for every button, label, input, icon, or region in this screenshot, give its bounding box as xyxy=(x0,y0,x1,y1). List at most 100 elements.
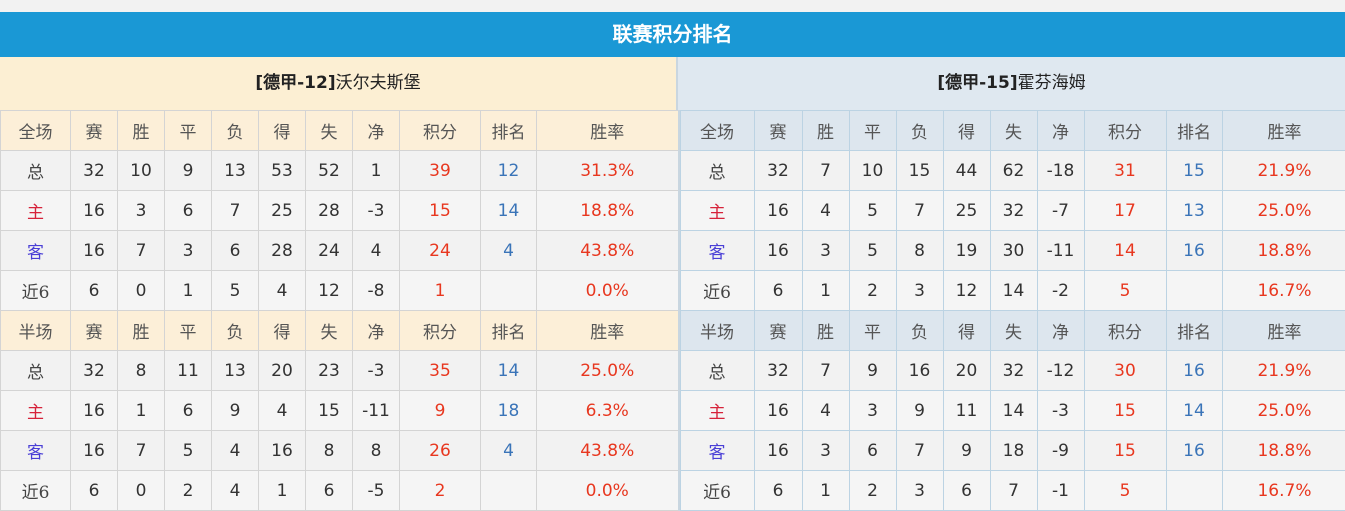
label-cell: 近6 xyxy=(679,270,755,311)
table-row: 近6 6 0 2 4 1 6 -5 2 0.0% xyxy=(0,470,679,511)
goals-against-cell: 15 xyxy=(305,390,353,431)
panel-title: 联赛积分排名 xyxy=(0,12,1345,57)
rank-cell xyxy=(1165,470,1223,511)
column-header-played: 赛 xyxy=(70,310,118,351)
goals-against-cell: 24 xyxy=(305,230,353,271)
lost-cell: 9 xyxy=(895,390,944,431)
goal-diff-cell: 8 xyxy=(352,430,400,471)
column-header-goals-for: 得 xyxy=(942,110,991,151)
label-cell: 主 xyxy=(0,390,71,431)
drawn-cell: 3 xyxy=(164,230,212,271)
column-header-goals-for: 得 xyxy=(258,110,306,151)
column-header-points: 积分 xyxy=(399,310,481,351)
won-cell: 1 xyxy=(117,390,165,431)
goal-diff-cell: -2 xyxy=(1036,270,1085,311)
win-rate-cell: 43.8% xyxy=(536,430,679,471)
section-label: 半场 xyxy=(679,310,755,351)
label-cell: 总 xyxy=(679,150,755,191)
points-cell: 5 xyxy=(1083,270,1167,311)
goals-against-cell: 32 xyxy=(989,190,1038,231)
right-team-tag: [德甲-15] xyxy=(937,73,1018,93)
drawn-cell: 9 xyxy=(164,150,212,191)
won-cell: 7 xyxy=(117,230,165,271)
lost-cell: 7 xyxy=(895,430,944,471)
table-row: 客 16 7 5 4 16 8 8 26 4 43.8% xyxy=(0,430,679,471)
points-cell: 15 xyxy=(399,190,481,231)
table-row: 近6 6 1 2 3 6 7 -1 5 16.7% xyxy=(679,470,1345,511)
drawn-cell: 3 xyxy=(848,390,897,431)
column-header-won: 胜 xyxy=(117,310,165,351)
column-header-rank: 排名 xyxy=(1165,110,1223,151)
win-rate-cell: 21.9% xyxy=(1221,150,1345,191)
column-header-rank: 排名 xyxy=(480,110,537,151)
half-header-row: 半场赛胜平负得失净积分 排名 胜率 xyxy=(0,310,679,351)
won-cell: 7 xyxy=(117,430,165,471)
rank-cell: 18 xyxy=(480,390,537,431)
column-header-won: 胜 xyxy=(117,110,165,151)
played-cell: 16 xyxy=(753,230,803,271)
column-header-goals-against: 失 xyxy=(989,110,1038,151)
lost-cell: 6 xyxy=(211,230,259,271)
column-header-points: 积分 xyxy=(1083,310,1167,351)
lost-cell: 15 xyxy=(895,150,944,191)
rank-cell: 14 xyxy=(480,190,537,231)
label-cell: 近6 xyxy=(0,270,71,311)
full-header-row: 全场赛胜平负得失净积分 排名 胜率 xyxy=(0,110,679,151)
goals-for-cell: 1 xyxy=(258,470,306,511)
column-header-win-rate: 胜率 xyxy=(1221,110,1345,151)
left-team-header: [德甲-12]沃尔夫斯堡 xyxy=(0,57,678,110)
points-cell: 1 xyxy=(399,270,481,311)
rank-cell xyxy=(1165,270,1223,311)
column-header-lost: 负 xyxy=(895,310,944,351)
column-header-won: 胜 xyxy=(801,310,850,351)
lost-cell: 5 xyxy=(211,270,259,311)
label-cell: 主 xyxy=(0,190,71,231)
drawn-cell: 6 xyxy=(164,390,212,431)
drawn-cell: 1 xyxy=(164,270,212,311)
section-label: 全场 xyxy=(679,110,755,151)
played-cell: 16 xyxy=(753,430,803,471)
label-cell: 主 xyxy=(679,190,755,231)
lost-cell: 7 xyxy=(211,190,259,231)
goals-for-cell: 16 xyxy=(258,430,306,471)
drawn-cell: 6 xyxy=(164,190,212,231)
goals-for-cell: 4 xyxy=(258,390,306,431)
column-header-played: 赛 xyxy=(753,110,803,151)
goals-for-cell: 11 xyxy=(942,390,991,431)
lost-cell: 7 xyxy=(895,190,944,231)
drawn-cell: 2 xyxy=(164,470,212,511)
column-header-drawn: 平 xyxy=(848,110,897,151)
won-cell: 0 xyxy=(117,270,165,311)
standings-panel: 联赛积分排名 [德甲-12]沃尔夫斯堡 [德甲-15]霍芬海姆 全场赛胜平负得失… xyxy=(0,12,1345,511)
goals-for-cell: 44 xyxy=(942,150,991,191)
goal-diff-cell: 1 xyxy=(352,150,400,191)
table-row: 主 16 1 6 9 4 15 -11 9 18 6.3% xyxy=(0,390,679,431)
points-cell: 30 xyxy=(1083,350,1167,391)
column-header-win-rate: 胜率 xyxy=(536,110,679,151)
table-row: 总 32 10 9 13 53 52 1 39 12 31.3% xyxy=(0,150,679,191)
rank-cell xyxy=(480,470,537,511)
played-cell: 6 xyxy=(753,270,803,311)
goals-for-cell: 25 xyxy=(942,190,991,231)
won-cell: 3 xyxy=(801,430,850,471)
column-header-drawn: 平 xyxy=(848,310,897,351)
lost-cell: 4 xyxy=(211,470,259,511)
column-header-played: 赛 xyxy=(753,310,803,351)
points-cell: 24 xyxy=(399,230,481,271)
points-cell: 17 xyxy=(1083,190,1167,231)
drawn-cell: 10 xyxy=(848,150,897,191)
goal-diff-cell: -9 xyxy=(1036,430,1085,471)
played-cell: 32 xyxy=(753,150,803,191)
left-team-name: 沃尔夫斯堡 xyxy=(335,73,421,93)
played-cell: 6 xyxy=(753,470,803,511)
drawn-cell: 5 xyxy=(848,190,897,231)
played-cell: 16 xyxy=(753,190,803,231)
goals-for-cell: 19 xyxy=(942,230,991,271)
win-rate-cell: 18.8% xyxy=(1221,430,1345,471)
table-row: 客 16 3 6 7 9 18 -9 15 16 18.8% xyxy=(679,430,1345,471)
column-header-goals-against: 失 xyxy=(989,310,1038,351)
goals-against-cell: 18 xyxy=(989,430,1038,471)
won-cell: 7 xyxy=(801,150,850,191)
section-label: 全场 xyxy=(0,110,71,151)
label-cell: 客 xyxy=(0,430,71,471)
